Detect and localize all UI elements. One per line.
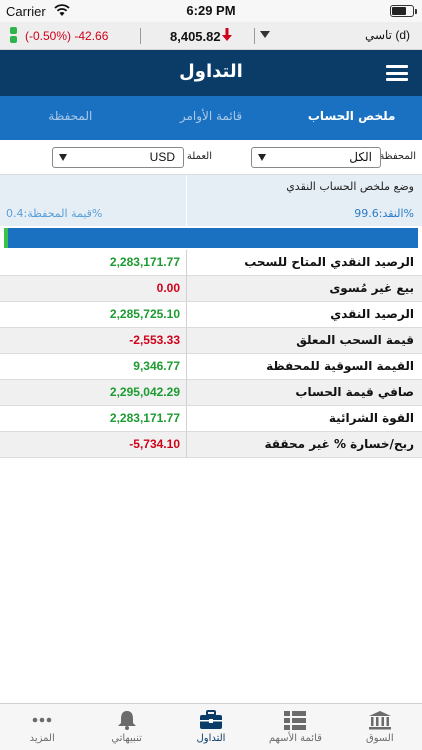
summary-row-label: قيمة السحب المعلق — [296, 333, 414, 347]
more-icon — [32, 717, 52, 723]
summary-row-label: بيع غير مُسوى — [329, 281, 414, 295]
summary-row-value: 2,283,171.77 — [109, 255, 180, 269]
index-value: 8,405.82 — [170, 29, 221, 44]
bottom-tab-alerts[interactable]: تنبيهاتي — [84, 704, 168, 750]
portfolio-select-value: الكل — [349, 150, 372, 164]
portfolio-allocation-fill — [4, 228, 8, 248]
summary-row-value: 2,285,725.10 — [109, 307, 180, 321]
summary-row-value: -5,734.10 — [129, 437, 180, 451]
list-icon — [284, 711, 307, 730]
currency-select-value: USD — [149, 150, 175, 164]
bell-icon — [117, 711, 136, 730]
summary-row-label: الرصيد النقدي المتاح للسحب — [244, 255, 414, 269]
carrier-label: Carrier — [6, 4, 46, 19]
ticker-divider — [254, 28, 255, 44]
summary-row-label: القيمة السوقية للمحفظة — [266, 359, 414, 373]
bottom-tab-label: السوق — [365, 733, 394, 744]
page-title: التداول — [179, 61, 243, 82]
bottom-tab-more[interactable]: المزيد — [0, 704, 84, 750]
summary-row: الرصيد النقدي المتاح للسحب 2,283,171.77 — [0, 250, 422, 276]
chevron-down-icon — [258, 154, 266, 161]
bottom-tab-label: قائمة الأسهم — [268, 733, 322, 744]
market-status-icon — [10, 27, 18, 45]
summary-row: القوة الشرائية 2,283,171.77 — [0, 406, 422, 432]
summary-row-label: القوة الشرائية — [328, 411, 414, 425]
portfolio-percentage: قيمة المحفظة:0.4% — [6, 207, 103, 220]
summary-row: صافي قيمة الحساب 2,295,042.29 — [0, 380, 422, 406]
cash-percentage: النقد:99.6% — [354, 207, 414, 220]
arrow-down-icon — [222, 28, 232, 41]
portfolio-select[interactable]: الكل — [251, 147, 381, 168]
summary-row-label: صافي قيمة الحساب — [295, 385, 414, 399]
summary-row-value: 0.00 — [156, 281, 180, 295]
summary-row: الرصيد النقدي 2,285,725.10 — [0, 302, 422, 328]
battery-icon — [390, 5, 417, 17]
market-ticker[interactable]: (-0.50%) -42.66 8,405.82 تاسي (d) — [0, 22, 422, 50]
bottom-tab-label: تنبيهاتي — [111, 733, 142, 744]
summary-row: القيمة السوقية للمحفظة 9,346.77 — [0, 354, 422, 380]
summary-row-value: 2,295,042.29 — [109, 385, 180, 399]
summary-row-label: الرصيد النقدي — [330, 307, 414, 321]
ticker-divider — [140, 28, 141, 44]
trading-tabs: ملخص الحساب قائمة الأوامر المحفظة — [0, 96, 422, 140]
bottom-tab-market[interactable]: السوق — [338, 704, 422, 750]
bottom-tab-label: المزيد — [29, 733, 55, 744]
filters-bar: المحفظة الكل العملة USD — [0, 140, 422, 174]
bank-icon — [368, 711, 391, 730]
chevron-down-icon — [59, 154, 67, 161]
cash-summary-title: وضع ملخص الحساب النقدي — [286, 180, 414, 193]
status-bar: Carrier 6:29 PM — [0, 0, 422, 22]
cash-summary-header: وضع ملخص الحساب النقدي — [0, 174, 422, 201]
account-summary-table: الرصيد النقدي المتاح للسحب 2,283,171.77 بي… — [0, 250, 422, 458]
market-name: تاسي (d) — [364, 28, 410, 42]
currency-label: العملة — [186, 151, 212, 162]
wifi-icon — [54, 4, 70, 16]
tab-order-list[interactable]: قائمة الأوامر — [179, 109, 243, 123]
summary-row-value: 2,283,171.77 — [109, 411, 180, 425]
bottom-tab-label: التداول — [196, 733, 226, 744]
summary-row: ربح/خسارة % غير محققة -5,734.10 — [0, 432, 422, 458]
portfolio-label: المحفظة — [379, 151, 416, 162]
summary-row: قيمة السحب المعلق -2,553.33 — [0, 328, 422, 354]
index-change: (-0.50%) -42.66 — [25, 29, 109, 43]
summary-row-value: 9,346.77 — [133, 359, 180, 373]
hamburger-menu-icon[interactable] — [386, 65, 408, 81]
bottom-tab-watchlist[interactable]: قائمة الأسهم — [253, 704, 337, 750]
currency-select[interactable]: USD — [52, 147, 184, 168]
allocation-bar — [4, 228, 418, 248]
summary-row-label: ربح/خسارة % غير محققة — [264, 437, 414, 451]
tab-account-summary[interactable]: ملخص الحساب — [307, 109, 396, 123]
market-dropdown-icon[interactable] — [260, 31, 270, 38]
app-header: التداول — [0, 50, 422, 96]
summary-row: بيع غير مُسوى 0.00 — [0, 276, 422, 302]
bottom-tab-bar: السوق قائمة الأسهم التداول تنبيهاتي المز… — [0, 703, 422, 750]
briefcase-icon — [199, 710, 222, 729]
clock: 6:29 PM — [186, 3, 236, 18]
allocation-labels: النقد:99.6% قيمة المحفظة:0.4% — [0, 200, 422, 226]
summary-row-value: -2,553.33 — [129, 333, 180, 347]
bottom-tab-trading[interactable]: التداول — [169, 704, 253, 750]
tab-portfolio[interactable]: المحفظة — [48, 109, 93, 123]
